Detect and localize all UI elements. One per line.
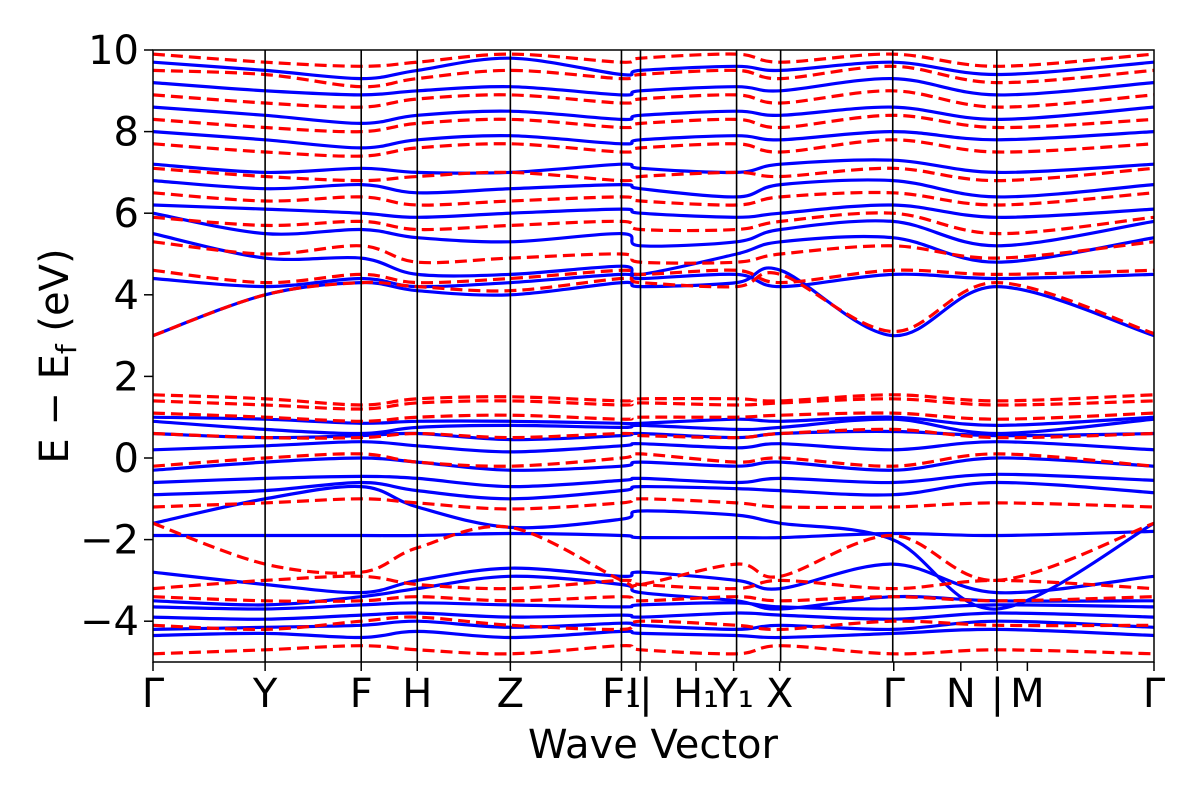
band-line-solid-11 [153,440,1154,454]
band-line-solid-2 [153,611,1154,621]
band-line-dashed-15 [153,190,1154,207]
band-line-solid-3 [153,601,1154,611]
series-solid [153,56,1154,640]
y-tick-label: 2 [114,354,139,400]
band-line-solid-17 [153,232,1154,278]
band-line-solid-23 [153,105,1154,126]
x-tick-label: H [402,671,432,717]
band-line-dashed-4 [153,521,1154,589]
plot-frame [152,49,1155,663]
kpoint-vertical-lines [264,50,998,662]
band-line-solid-7 [153,484,1154,611]
x-tick-label: Y₁ [712,671,753,717]
x-tick-label: F [350,671,373,717]
band-line-dashed-10 [153,393,1154,407]
y-axis-label-unit: (eV) [32,248,78,344]
x-tick-label: X [766,671,793,717]
x-tick-label: Γ [883,671,906,717]
band-line-solid-21 [153,158,1154,175]
x-tick-label: H₁ [673,671,719,717]
y-tick-label: −2 [80,518,139,564]
x-tick-label: Γ [142,671,165,717]
band-line-dashed-11 [153,271,1154,338]
y-tick-label: 4 [114,273,139,319]
y-tick-label: 6 [114,191,139,237]
band-line-solid-0 [153,627,1154,640]
band-line-solid-14 [153,415,1154,428]
x-tick-label: | [991,671,1004,717]
y-tick-label: 8 [114,110,139,156]
band-line-dashed-2 [153,595,1154,603]
y-tick-label: 0 [114,436,139,482]
band-line-solid-22 [153,129,1154,150]
x-tick-label: N [946,671,976,717]
band-line-solid-9 [153,472,1154,489]
band-line-solid-10 [153,456,1154,472]
band-line-solid-24 [153,76,1154,97]
band-line-dashed-7 [153,427,1154,440]
x-tick-label: M [1010,671,1045,717]
y-tick-label: 10 [88,28,139,74]
band-line-solid-1 [153,619,1154,632]
band-line-solid-20 [153,178,1154,199]
y-axis-label: E − Ef (eV) [32,248,83,463]
x-tick-label: F₁ [602,671,641,717]
x-axis-label: Wave Vector [528,722,779,768]
band-line-dashed-9 [153,397,1154,411]
band-line-dashed-5 [153,497,1154,511]
bands-layer [153,52,1154,656]
band-line-dashed-0 [153,644,1154,656]
band-line-solid-8 [153,480,1154,501]
band-line-solid-13 [153,417,1154,436]
x-tick-label: I| [627,671,652,717]
y-tick-label: −4 [80,599,139,645]
band-line-dashed-21 [153,52,1154,68]
y-axis-label-sub: f [50,343,83,354]
series-dashed [153,52,1154,656]
y-axis-label-main: E − E [32,354,78,464]
band-line-solid-19 [153,203,1154,219]
band-line-solid-25 [153,56,1154,81]
band-line-dashed-8 [153,411,1154,423]
band-line-solid-18 [153,211,1154,248]
band-line-solid-4 [153,574,1154,611]
band-line-dashed-13 [153,240,1154,265]
x-tick-label: Y [252,671,278,717]
x-tick-label: Γ [1143,671,1166,717]
y-axis-ticks: −4 −2 0 2 4 6 8 10 [80,28,153,645]
x-tick-label: Z [497,671,524,717]
band-line-solid-6 [153,529,1154,540]
